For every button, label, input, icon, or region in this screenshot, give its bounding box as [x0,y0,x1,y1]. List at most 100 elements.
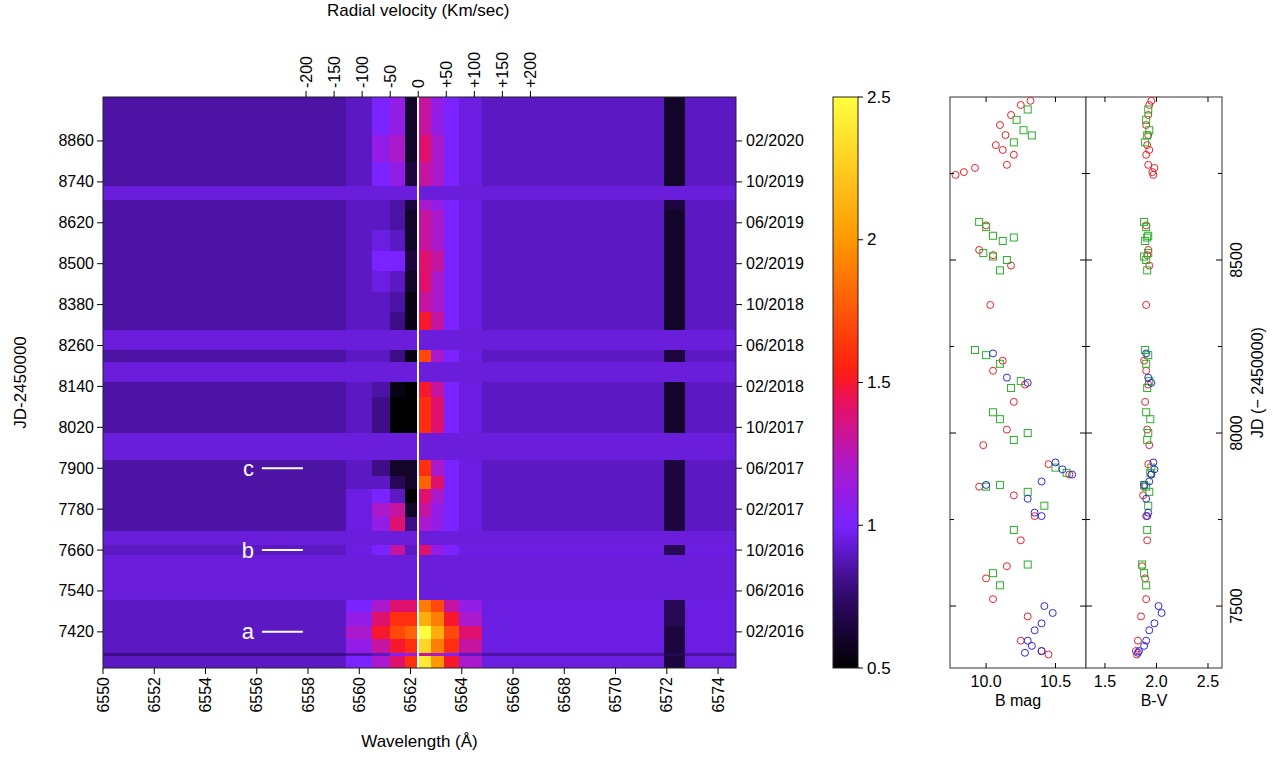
y-tick-label: 8260 [58,337,94,354]
point [1024,561,1031,568]
heatmap-cell [346,350,372,363]
heatmap-cell [390,502,406,516]
heatmap-cell [482,545,665,555]
heatmap-cell [664,545,685,555]
x-tick-label: 6570 [607,677,624,713]
point [1003,374,1010,381]
point [1145,374,1152,381]
point [1148,379,1155,386]
annotation-line [262,467,303,469]
point [1010,139,1017,146]
point [996,582,1003,589]
point [1141,570,1148,577]
y2-tick [736,550,742,551]
y-tick-label: 7660 [58,542,94,559]
y2-tick [736,181,742,182]
x-tick-label: 10.0 [971,673,1002,690]
heatmap-cell [685,656,736,668]
point [1013,116,1020,123]
heatmap-cell [444,652,460,656]
heatmap-cell [390,291,406,312]
y-tick [1086,606,1092,607]
colorbar-tick [858,668,863,669]
heatmap-cell [664,161,685,185]
y2-tick [736,263,742,264]
colorbar-tick-label: 1 [867,516,876,535]
heatmap-cell [390,382,406,397]
heatmap-cell [482,489,665,503]
heatmap-cell [444,600,460,612]
y2-tick-label: 10/2017 [746,419,804,436]
heatmap-cell [664,397,685,415]
x2-tick [362,91,363,97]
heatmap-cell [431,502,444,516]
heatmap-cell [664,516,685,531]
heatmap-cell [459,600,483,612]
heatmap-cell [444,656,460,668]
y2-tick-label: 06/2016 [746,582,804,599]
figure: abc7420754076607780790080208140826083808… [0,0,1273,758]
heatmap-cell [103,600,347,612]
heatmap-cell [372,475,391,489]
heatmap-cell [418,460,431,476]
x-tick-top [1207,97,1208,102]
heatmap-cell [664,382,685,397]
heatmap-cell [459,545,483,555]
heatmap-cell [459,291,483,312]
heatmap-cell [103,475,347,489]
point [1038,620,1045,627]
heatmap-cell [685,250,736,271]
heatmap-cell [390,460,406,476]
heatmap-cell [346,271,372,292]
heatmap-cell [418,397,431,415]
point [990,570,997,577]
heatmap-cell [482,656,665,668]
point [1024,379,1031,386]
heatmap-cell [482,230,665,251]
heatmap-cell [431,161,444,185]
heatmap-cell [405,460,418,476]
heatmap-cell [482,250,665,271]
heatmap-cell [444,460,460,476]
point [999,237,1006,244]
y-tick-label: 8500 [58,255,94,272]
heatmap-cell [405,516,418,531]
point [996,267,1003,274]
heatmap-cell [431,397,444,415]
heatmap-cell [459,382,483,397]
heatmap-cell [390,489,406,503]
heatmap-cell [103,382,347,397]
point [996,481,1003,488]
heatmap-cell [390,250,406,271]
heatmap-cell [685,600,736,612]
heatmap-cell [664,656,685,668]
heatmap-cell [372,611,391,625]
y-tick-right [1080,606,1086,607]
y-tick-label: 8380 [58,296,94,313]
heatmap-cell [459,209,483,230]
heatmap-cell [405,611,418,625]
point [1045,651,1052,658]
point [1158,609,1165,616]
heatmap-cell [482,209,665,230]
heatmap-cell [444,134,460,162]
panel-frame [1086,97,1222,668]
point [1144,526,1151,533]
y-tick [97,427,103,428]
heatmap-cell [372,350,391,363]
heatmap-cell [418,639,431,653]
y2-tick-label: 02/2016 [746,623,804,640]
point [1038,513,1045,520]
point [1010,492,1017,499]
point [1141,218,1148,225]
x-axis-title: Wavelength (Å) [361,732,478,751]
heatmap-cell [103,134,347,162]
heatmap-cell [346,97,372,135]
heatmap-cell [103,639,347,653]
heatmap-cell [390,97,406,135]
heatmap-cell [418,97,431,135]
point [1143,495,1150,502]
point [1146,488,1153,495]
heatmap-cell [431,652,444,656]
point [990,367,997,374]
